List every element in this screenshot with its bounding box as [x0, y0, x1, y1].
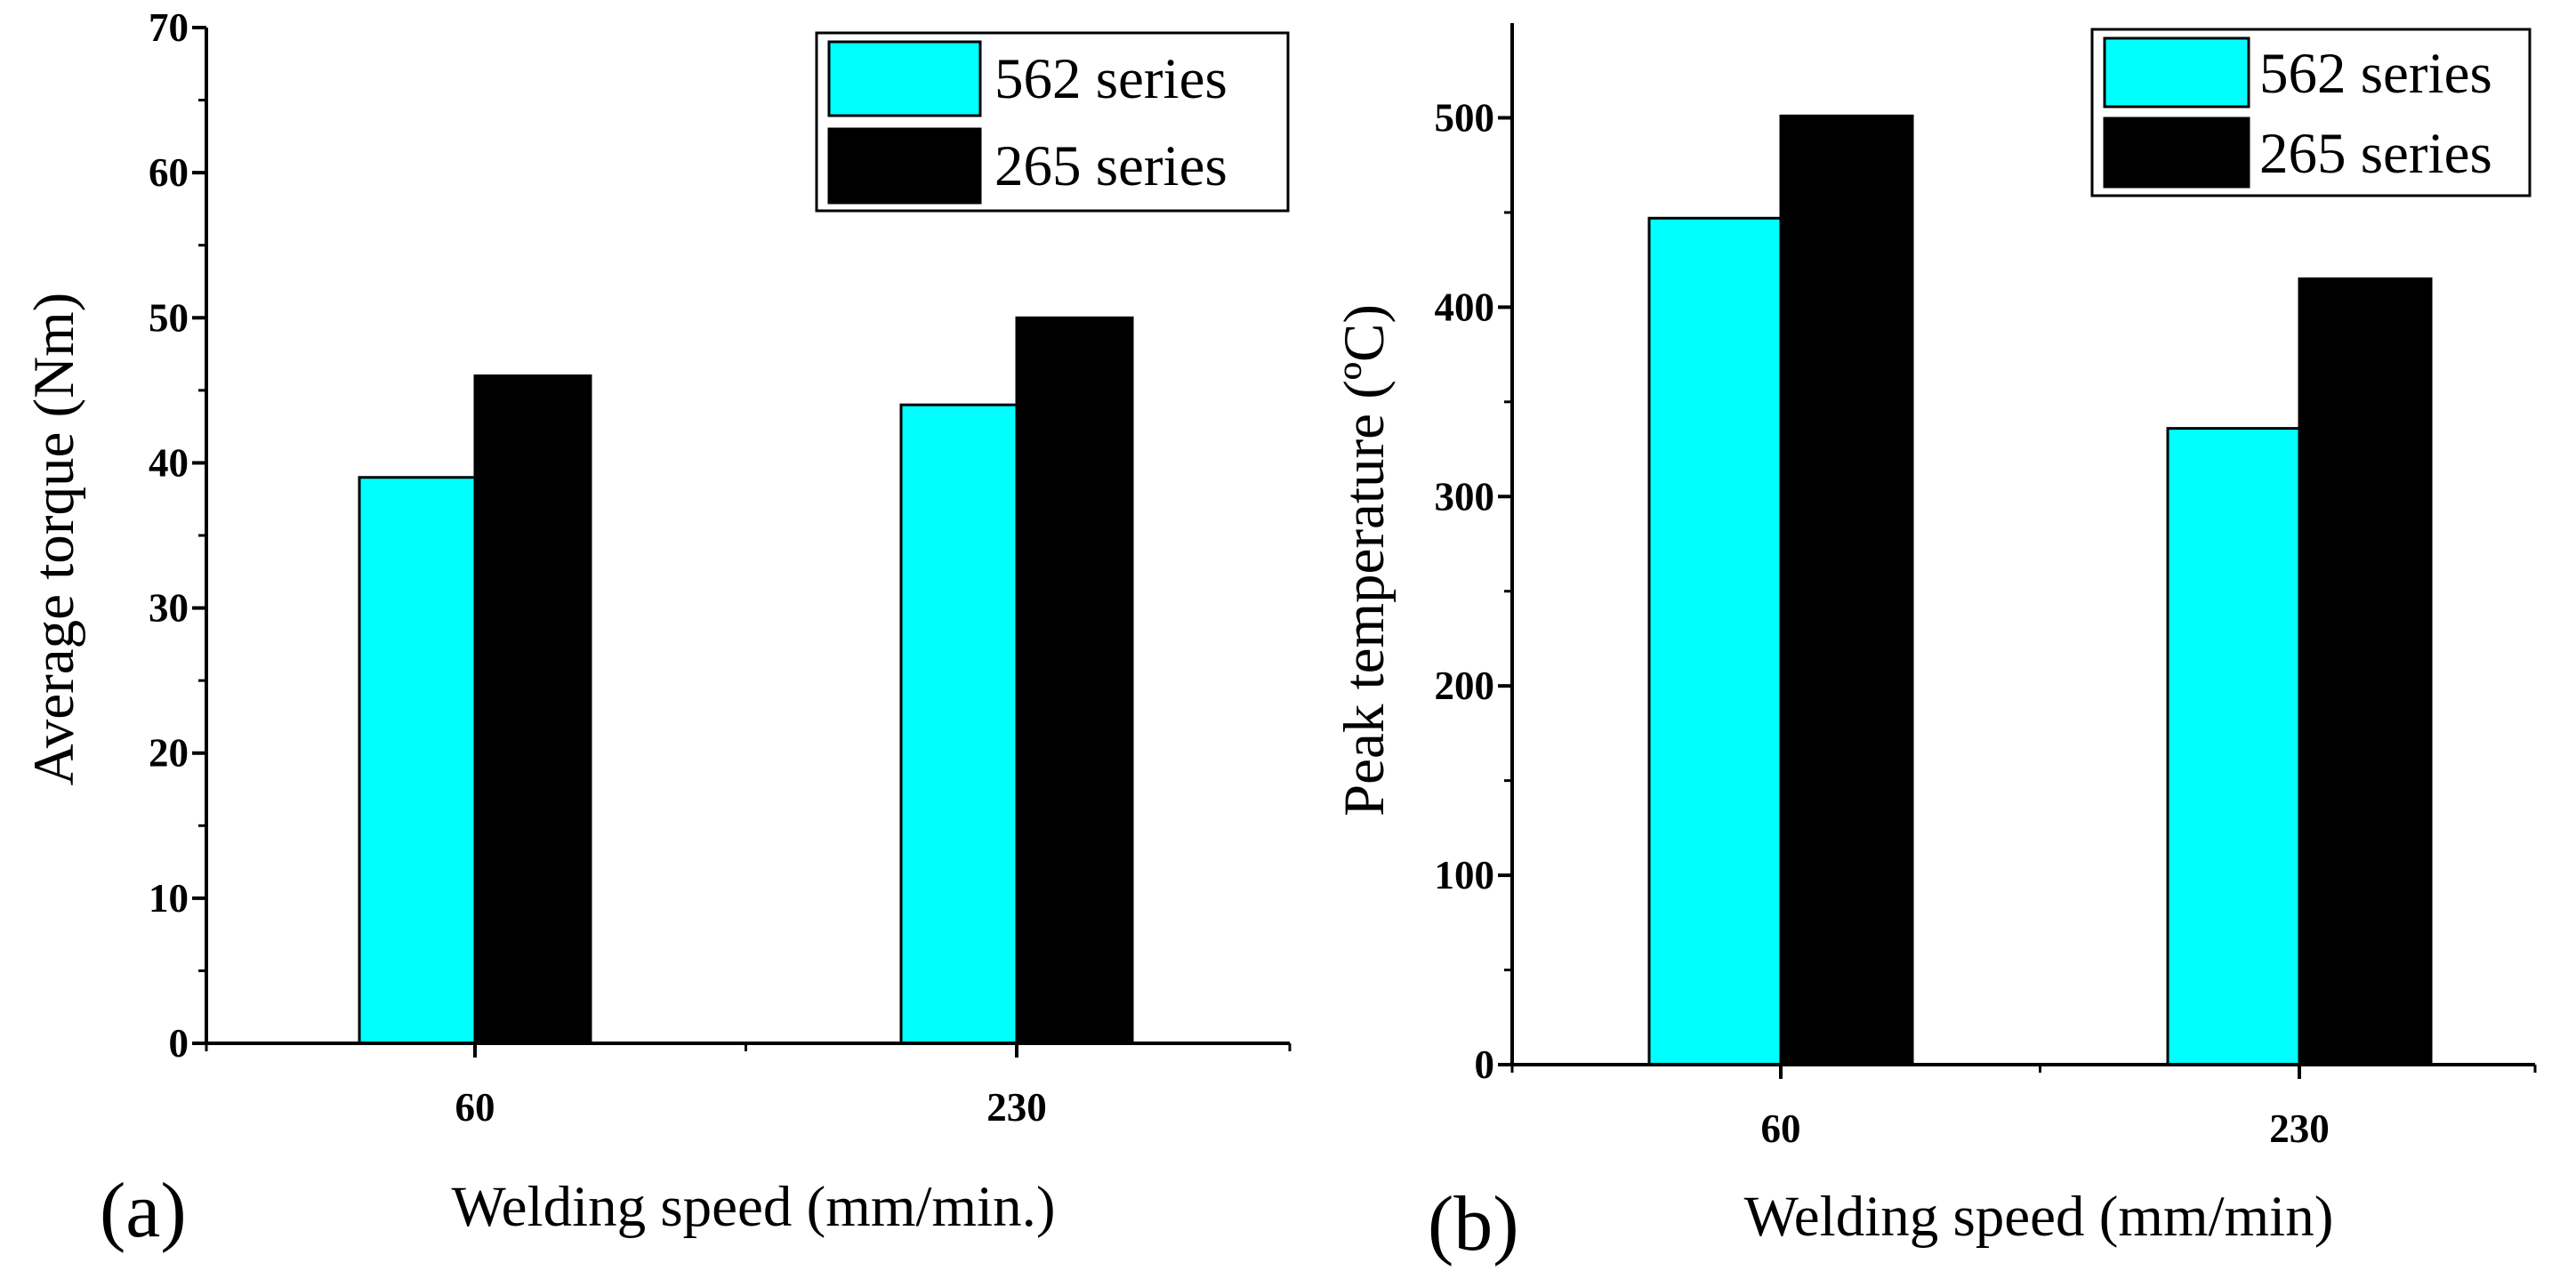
chart-a-panel-label: (a) — [100, 1168, 187, 1254]
chart-a-ylabel: Average torque (Nm) — [22, 293, 86, 786]
chart-b-panel-label: (b) — [1428, 1181, 1519, 1267]
chart-b-xlabel: Welding speed (mm/min) — [1744, 1185, 2334, 1249]
chart-a-ytick-label-30: 30 — [149, 586, 189, 631]
chart-b-xtick-label-60: 60 — [1761, 1106, 1801, 1151]
chart-a-marks — [358, 316, 1134, 1045]
chart-b-ytick-label-500: 500 — [1435, 95, 1495, 140]
chart-a-ytick-label-60: 60 — [149, 150, 189, 195]
chart-a-axes: 0 10 20 30 40 50 60 70 60 230 — [149, 5, 1292, 1130]
chart-a-ytick-label-10: 10 — [149, 876, 189, 921]
chart-b-legend-swatch-265 — [2103, 117, 2250, 189]
chart-a: 562 series 265 series 0 10 20 30 40 50 60 70 60 2… — [22, 5, 1292, 1254]
chart-a-ytick-label-20: 20 — [149, 731, 189, 776]
chart-a-xlabel: Welding speed (mm/min.) — [452, 1175, 1056, 1239]
chart-a-ytick-label-0: 0 — [169, 1021, 189, 1066]
chart-a-legend-swatch-562 — [827, 40, 982, 117]
chart-b: 562 series 265 series 0 100 200 300 400 500 60… — [1332, 23, 2537, 1267]
chart-b-ytick-label-100: 100 — [1435, 853, 1495, 897]
chart-a-bar-s2-230 — [1015, 316, 1134, 1045]
chart-a-ytick-label-40: 40 — [149, 440, 189, 485]
chart-a-legend-swatch-265 — [827, 127, 982, 205]
chart-a-xtick-label-60: 60 — [455, 1085, 495, 1130]
chart-a-legend-label-265: 265 series — [994, 134, 1228, 198]
chart-a-ytick-label-70: 70 — [149, 5, 189, 50]
chart-b-ytick-label-400: 400 — [1435, 285, 1495, 329]
chart-b-bar-s2-230 — [2298, 277, 2433, 1066]
chart-b-bar-s2-60 — [1779, 114, 1914, 1066]
chart-b-ytick-label-0: 0 — [1475, 1042, 1495, 1087]
chart-b-marks — [1647, 114, 2433, 1066]
chart-a-ytick-label-50: 50 — [149, 295, 189, 340]
chart-b-bar-s1-230 — [2166, 427, 2301, 1066]
chart-b-legend-label-265: 265 series — [2259, 122, 2492, 186]
chart-a-xtick-label-230: 230 — [986, 1085, 1047, 1130]
chart-b-xtick-label-230: 230 — [2269, 1106, 2330, 1151]
chart-b-legend-label-562: 562 series — [2259, 42, 2492, 106]
chart-b-ytick-label-300: 300 — [1435, 474, 1495, 519]
chart-a-legend-label-562: 562 series — [994, 47, 1228, 111]
chart-b-legend-swatch-562 — [2103, 36, 2250, 109]
chart-b-ylabel: Peak temperature (ºC) — [1332, 304, 1397, 816]
chart-a-bar-s1-230 — [899, 403, 1018, 1045]
chart-a-bar-s2-60 — [473, 374, 592, 1045]
chart-a-bar-s1-60 — [358, 476, 477, 1045]
chart-b-axes: 0 100 200 300 400 500 60 230 — [1435, 23, 2537, 1151]
chart-b-ytick-label-200: 200 — [1435, 664, 1495, 708]
chart-b-bar-s1-60 — [1647, 216, 1783, 1066]
